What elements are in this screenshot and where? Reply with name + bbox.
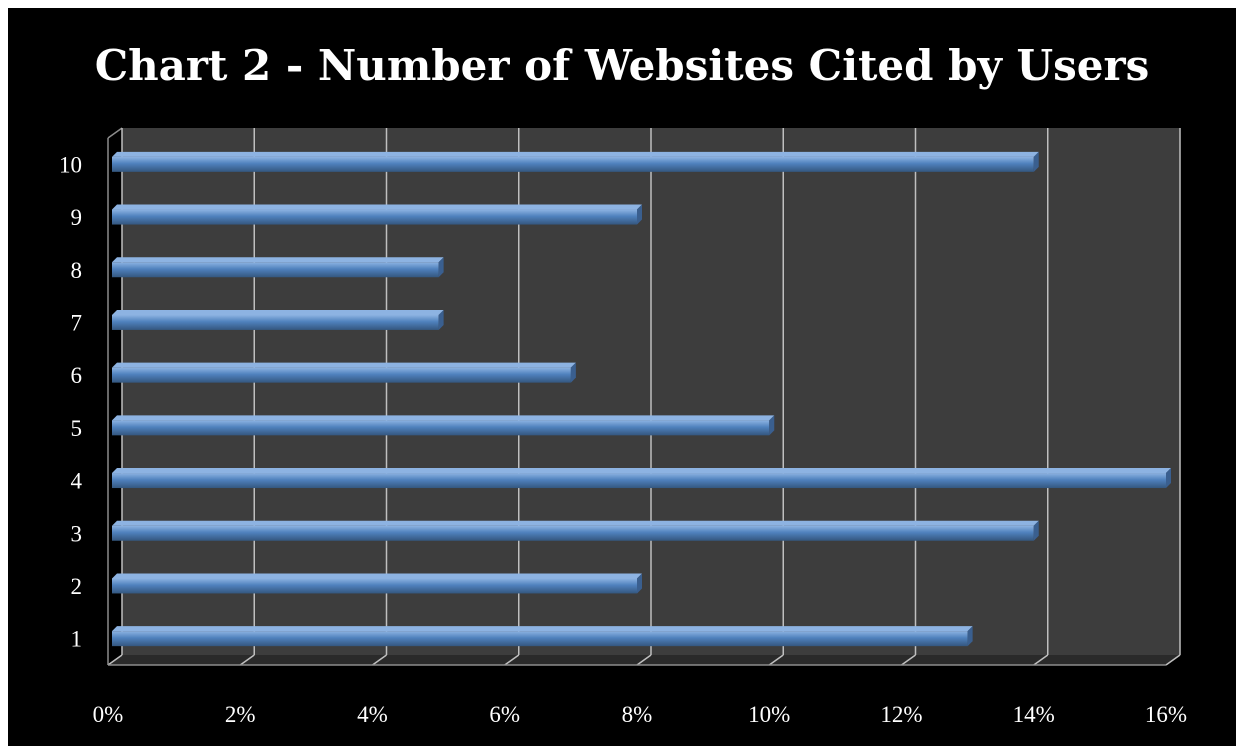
bar [112,420,770,436]
gridline-floor [504,654,520,666]
bar-top-face [112,468,1171,474]
bar [112,209,637,225]
x-tick-label: 14% [1013,702,1055,727]
bar [112,473,1166,489]
bar-end-face [438,309,444,330]
gridline-floor [1165,654,1181,666]
bar-top-face [112,573,642,579]
bar-end-face [637,204,642,225]
y-tick-label: 3 [71,521,83,546]
x-tick-label: 8% [622,702,653,727]
x-tick-label: 12% [880,702,922,727]
bar-top-face [112,626,973,632]
bar-top-face [112,309,444,315]
x-tick-label: 16% [1145,702,1187,727]
bar [112,314,439,330]
y-tick-label: 10 [59,152,82,177]
y-tick-label: 9 [71,205,83,230]
bar-end-face [438,257,444,278]
x-tick-label: 0% [93,702,124,727]
y-axis-depth-line [107,127,123,139]
bar-top-face [112,151,1039,157]
y-tick-label: 8 [71,258,83,283]
y-tick-label: 4 [71,469,83,494]
bar [112,578,637,594]
y-tick-label: 7 [71,310,83,335]
gridline-floor [239,654,255,666]
bar [112,367,571,383]
bar [112,631,968,647]
x-tick-label: 2% [225,702,256,727]
bar-end-face [570,362,576,383]
bar-top-face [112,257,444,263]
y-tick-label: 6 [71,363,83,388]
y-tick-label: 5 [71,416,83,441]
bar-end-face [769,415,775,436]
bar-end-face [1033,151,1039,172]
bar [112,525,1034,541]
x-tick-label: 6% [489,702,520,727]
y-tick-label: 1 [71,627,83,652]
gridline-floor [1033,654,1049,666]
bar-top-face [112,415,775,421]
y-tick-label: 2 [71,574,83,599]
gridline-floor [901,654,916,666]
x-tick-label: 4% [357,702,388,727]
bar-end-face [1033,520,1039,541]
gridline-floor [636,654,652,666]
bar-end-face [1166,468,1171,489]
x-tick-label: 10% [748,702,790,727]
bar [112,156,1034,172]
bar-end-face [637,573,642,594]
gridline-floor [372,654,387,666]
bar-end-face [967,626,973,647]
bar [112,262,439,278]
bar-top-face [112,520,1039,526]
gridline-floor [768,654,784,666]
gridline-floor [107,654,123,666]
bar-top-face [112,362,576,368]
chart-title: Chart 2 - Number of Websites Cited by Us… [94,41,1150,90]
bar-top-face [112,204,642,210]
